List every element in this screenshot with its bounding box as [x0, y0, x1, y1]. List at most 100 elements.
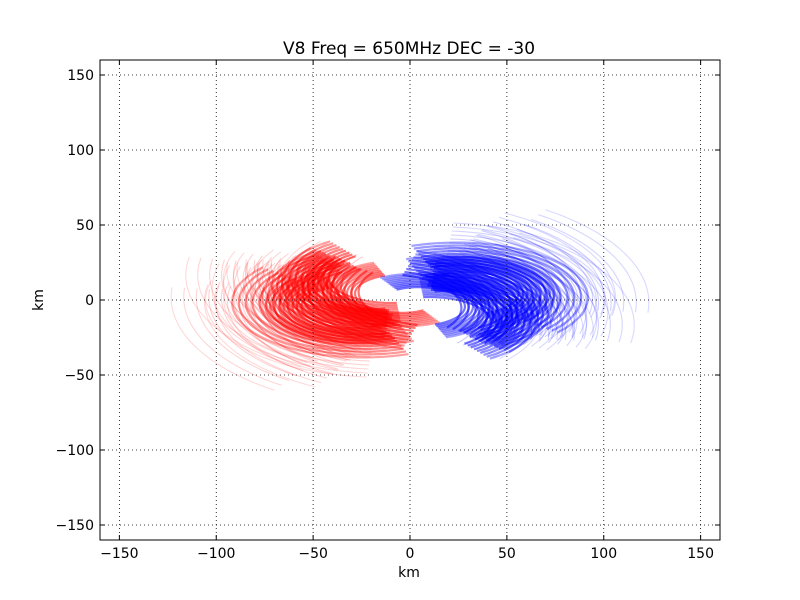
red-uv-track	[226, 262, 341, 351]
red-uv-track	[282, 278, 387, 337]
blue-uv-track	[452, 226, 606, 319]
red-uv-track	[268, 273, 394, 343]
blue-uv-track	[441, 251, 561, 349]
red-uv-track	[230, 266, 409, 359]
blue-uv-track	[472, 242, 598, 350]
blue-uv-track	[427, 261, 542, 321]
red-uv-track	[232, 252, 352, 354]
red-uv-track	[287, 261, 369, 318]
red-uv-track	[233, 266, 343, 367]
y-axis-label: km	[31, 289, 47, 311]
red-uv-track	[214, 281, 368, 374]
blue-uv-track	[424, 255, 556, 329]
red-uv-track	[284, 290, 356, 357]
red-uv-track	[258, 290, 326, 357]
x-tick-label: −150	[100, 546, 138, 562]
blue-uv-track	[447, 250, 551, 313]
red-uv-track	[295, 283, 380, 332]
x-tick-label: 50	[498, 546, 516, 562]
red-uv-track	[250, 249, 376, 353]
blue-uv-track	[509, 233, 587, 311]
blue-uv-track	[477, 233, 587, 334]
blue-track-series	[380, 209, 650, 362]
red-uv-track	[226, 285, 328, 379]
red-uv-track	[170, 287, 275, 391]
blue-uv-track	[475, 234, 559, 312]
red-uv-track	[250, 285, 371, 358]
red-uv-track	[291, 257, 391, 319]
blue-uv-track	[450, 234, 588, 317]
blue-uv-track	[406, 255, 559, 346]
blue-uv-track	[433, 252, 563, 338]
red-uv-track	[350, 269, 416, 330]
blue-uv-track	[545, 209, 650, 313]
red-uv-track	[249, 261, 387, 351]
blue-uv-track	[423, 272, 550, 351]
blue-uv-track	[425, 274, 544, 349]
blue-uv-track	[431, 273, 514, 346]
red-uv-track	[251, 271, 402, 351]
blue-uv-track	[406, 267, 477, 333]
ticks	[100, 60, 720, 540]
blue-uv-track	[429, 259, 547, 326]
blue-uv-track	[402, 273, 463, 329]
red-uv-track	[237, 268, 407, 356]
blue-uv-track	[427, 279, 534, 345]
red-uv-track	[203, 284, 316, 388]
blue-uv-track	[404, 270, 470, 331]
blue-uv-track	[479, 249, 594, 338]
blue-uv-track	[482, 229, 598, 336]
blue-uv-track	[501, 246, 599, 341]
red-uv-track	[249, 287, 339, 370]
red-uv-track	[289, 242, 401, 320]
blue-uv-track	[464, 243, 536, 310]
red-uv-track	[306, 254, 389, 327]
blue-uv-track	[433, 263, 538, 322]
red-uv-track	[223, 282, 369, 370]
red-uv-track	[300, 285, 378, 330]
red-uv-track	[241, 284, 370, 362]
red-uv-track	[233, 289, 311, 367]
blue-uv-track	[468, 246, 588, 348]
y-tick-label: 50	[76, 218, 94, 234]
red-uv-track	[265, 275, 397, 345]
red-uv-track	[221, 259, 319, 354]
y-tick-label: 0	[85, 293, 94, 309]
red-uv-track	[269, 287, 373, 350]
y-tick-label: −150	[56, 518, 94, 534]
red-uv-track	[242, 253, 355, 350]
red-uv-track	[278, 260, 408, 338]
blue-uv-track	[419, 277, 537, 360]
red-uv-track	[295, 291, 362, 353]
blue-uv-track	[433, 246, 578, 341]
red-uv-track	[258, 273, 400, 348]
blue-uv-track	[458, 247, 525, 309]
red-uv-track	[273, 274, 391, 341]
red-uv-track	[222, 264, 338, 371]
blue-uv-track	[453, 274, 533, 336]
blue-uv-track	[495, 251, 588, 340]
red-uv-track	[261, 254, 414, 345]
red-uv-track	[329, 264, 436, 325]
blue-uv-track	[435, 265, 534, 320]
blue-uv-track	[449, 242, 570, 315]
red-uv-track	[276, 271, 361, 349]
red-uv-track	[308, 259, 405, 347]
blue-uv-track	[412, 262, 542, 340]
red-uv-track	[287, 264, 367, 326]
red-uv-track	[220, 289, 304, 372]
blue-uv-track	[459, 251, 544, 329]
blue-uv-track	[433, 287, 514, 338]
blue-uv-track	[384, 275, 491, 336]
red-uv-track	[286, 280, 385, 335]
red-uv-track	[183, 287, 282, 386]
red-uv-track	[270, 249, 397, 328]
red-uv-track	[277, 276, 389, 339]
blue-uv-track	[453, 222, 616, 320]
blue-uv-track	[445, 289, 516, 339]
blue-uv-track	[474, 254, 584, 338]
red-uv-track	[291, 282, 382, 333]
blue-uv-track	[413, 256, 505, 339]
red-uv-track	[197, 257, 307, 363]
blue-uv-track	[451, 282, 533, 339]
